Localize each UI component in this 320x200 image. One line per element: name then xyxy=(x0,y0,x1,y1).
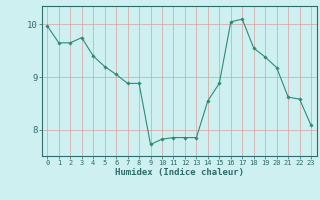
X-axis label: Humidex (Indice chaleur): Humidex (Indice chaleur) xyxy=(115,168,244,177)
